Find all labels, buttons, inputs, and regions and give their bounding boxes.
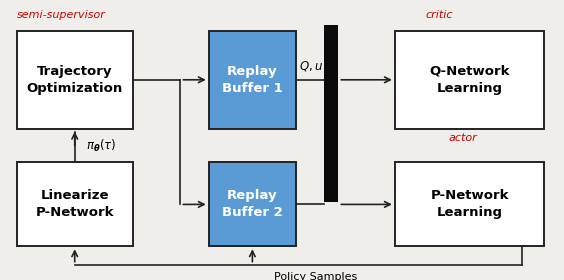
Text: P-Network
Learning: P-Network Learning <box>430 189 509 220</box>
Bar <box>395 31 544 129</box>
Text: Trajectory
Optimization: Trajectory Optimization <box>27 65 123 95</box>
Text: Policy Samples: Policy Samples <box>274 272 358 280</box>
Bar <box>17 162 133 246</box>
Bar <box>395 162 544 246</box>
Bar <box>324 25 338 202</box>
Text: Q-Network
Learning: Q-Network Learning <box>429 65 510 95</box>
Text: semi-supervisor: semi-supervisor <box>17 10 106 20</box>
Text: Linearize
P-Network: Linearize P-Network <box>36 189 114 220</box>
Bar <box>17 31 133 129</box>
Text: $\pi_{\boldsymbol{\theta}}(\tau)$: $\pi_{\boldsymbol{\theta}}(\tau)$ <box>86 137 116 154</box>
Text: actor: actor <box>448 133 477 143</box>
Bar <box>209 31 296 129</box>
Text: $Q, u$: $Q, u$ <box>299 59 323 73</box>
Bar <box>209 162 296 246</box>
Text: Replay
Buffer 2: Replay Buffer 2 <box>222 189 283 220</box>
Text: critic: critic <box>426 10 453 20</box>
Text: Replay
Buffer 1: Replay Buffer 1 <box>222 65 283 95</box>
